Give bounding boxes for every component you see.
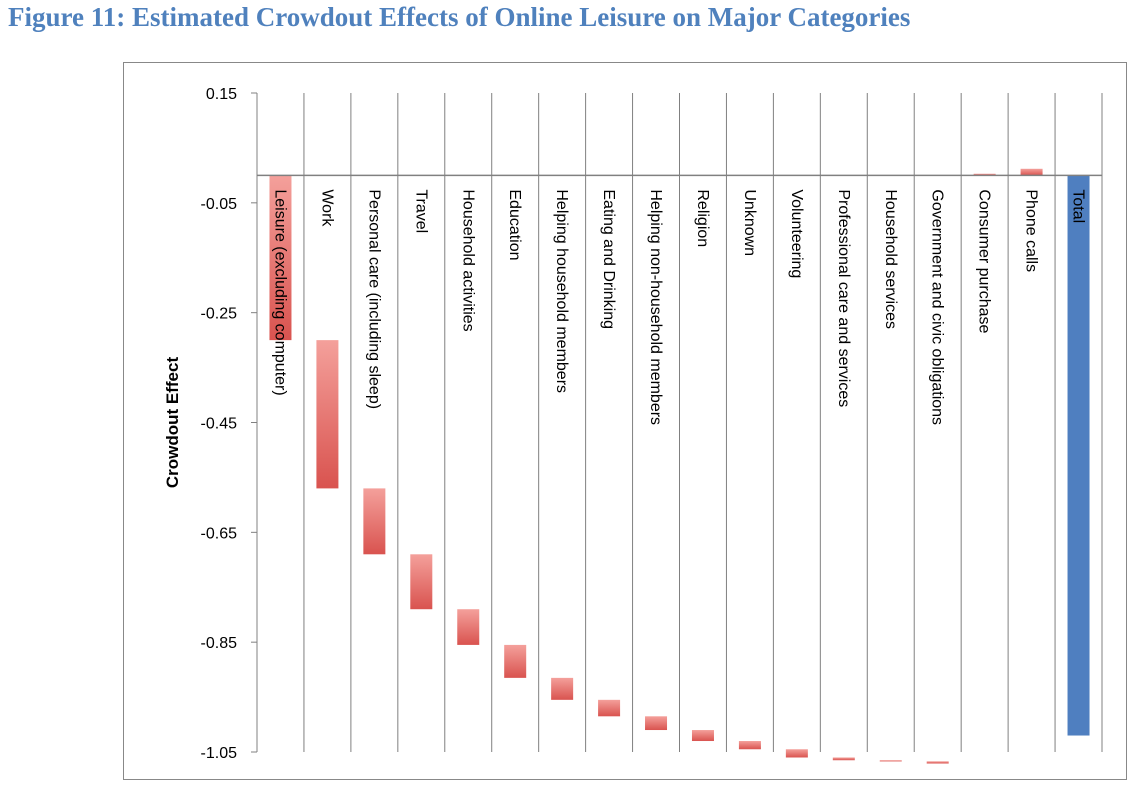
category-label: Leisure (excluding computer) [271,189,288,395]
figure-title: Figure 11: Estimated Crowdout Effects of… [8,2,911,32]
bar-government-and-civic-obligations [926,761,949,764]
bar-unknown [738,741,761,750]
category-label: Household services [882,189,899,329]
chart-frame: Leisure (excluding computer) Work Personal… [123,62,1127,780]
category-label: Work [318,189,335,227]
category-label: Unknown [741,189,758,256]
category-label: Household activities [459,189,476,331]
category-label: Helping household members [553,189,570,393]
bar-household-services [879,760,902,762]
bar-travel [410,554,433,610]
bar-education [504,644,527,678]
category-label: Helping non-household members [647,189,664,425]
bar-religion [691,730,714,742]
category-label: Consumer purchase [976,189,993,333]
bar-household-activities [457,609,480,645]
category-label: Personal care (including sleep) [365,189,382,409]
category-label: Travel [412,189,429,233]
bar-volunteering [785,749,808,758]
y-axis-label: Crowdout Effect [163,357,182,489]
y-tick-label: -1.05 [201,745,238,762]
category-label: Government and civic obligations [929,189,946,425]
category-label: Eating and Drinking [600,189,617,329]
bar-work [316,340,339,489]
y-tick-label: -0.25 [201,306,238,323]
bar-personal-care-including-sleep [363,488,386,555]
grid-layer [256,93,1103,752]
category-label: Volunteering [788,189,805,278]
bar-total [1067,175,1090,736]
category-label: Total [1070,189,1087,223]
category-label: Phone calls [1023,189,1040,272]
y-tick-label: -0.65 [201,525,238,542]
y-tick-label: -0.45 [201,416,238,433]
category-label: Professional care and services [835,189,852,407]
bar-leisure-excluding-computer [269,175,292,341]
bar-consumer-purchase [973,173,996,176]
bar-helping-non-household-members [645,716,668,731]
bar-helping-household-members [551,677,574,700]
label-layer: Leisure (excluding computer) Work Personal… [271,189,1086,425]
y-tick-label: 0.15 [206,86,237,103]
bar-layer [269,168,1090,764]
waterfall-chart: Leisure (excluding computer) Work Personal… [163,86,1103,764]
bar-professional-care-and-services [832,757,855,761]
axis-layer: 0.15 -0.05 -0.25 -0.45 -0.65 -0.85 -1.05 Crowdo… [163,86,1102,762]
bar-phone-calls [1020,168,1043,176]
bar-eating-and-drinking [598,699,621,717]
category-label: Religion [694,189,711,247]
y-tick-label: -0.05 [201,196,238,213]
category-label: Education [506,189,523,260]
y-tick-label: -0.85 [201,635,238,652]
